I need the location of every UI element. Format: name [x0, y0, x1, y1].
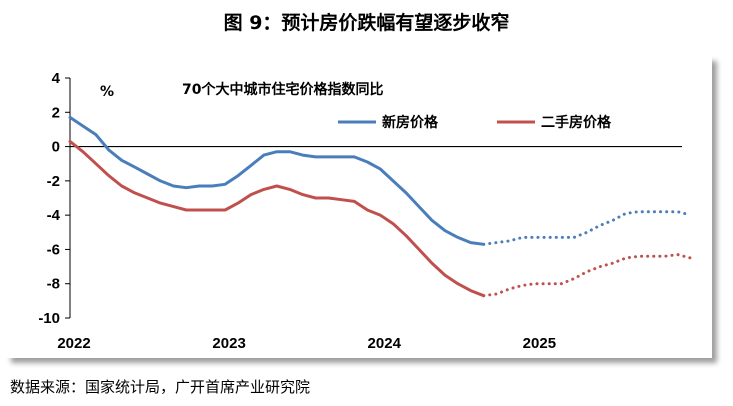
y-tick-label: -2	[47, 173, 60, 190]
y-tick-label: 2	[52, 104, 60, 121]
x-tick-label: 2024	[368, 335, 402, 352]
y-tick-label: -6	[47, 241, 60, 258]
figure-title: 图 9：预计房价跌幅有望逐步收窄	[223, 12, 510, 34]
y-unit-label: %	[100, 84, 114, 100]
y-tick-label: -4	[47, 207, 61, 224]
legend-label-1: 二手房价格	[541, 114, 612, 131]
x-tick-label: 2022	[57, 335, 90, 352]
x-tick-label: 2023	[212, 335, 245, 352]
series-line-forecast-0	[482, 210, 692, 246]
y-tick-label: 0	[52, 139, 60, 156]
series-line-forecast-1	[482, 253, 692, 298]
y-tick-label: -10	[38, 310, 60, 327]
series-line-actual-0	[68, 115, 486, 246]
series-line-actual-1	[68, 139, 486, 298]
chart-title: 70个大中城市住宅价格指数同比	[182, 81, 383, 98]
chart-panel: 4 2 0 -2 -4 -6 -8 -10 2022 2023 2024 2025% 70个大中城市住宅…	[6, 56, 712, 358]
x-tick-label: 2025	[523, 335, 556, 352]
y-tick-label: -8	[47, 276, 60, 293]
source-note: 数据来源：国家统计局，广开首席产业研究院	[10, 378, 311, 396]
line-chart: 4 2 0 -2 -4 -6 -8 -10 2022 2023 2024 2025% 70个大中城市住宅…	[38, 70, 692, 352]
legend-label-0: 新房价格	[382, 114, 439, 131]
y-tick-label: 4	[52, 70, 61, 87]
